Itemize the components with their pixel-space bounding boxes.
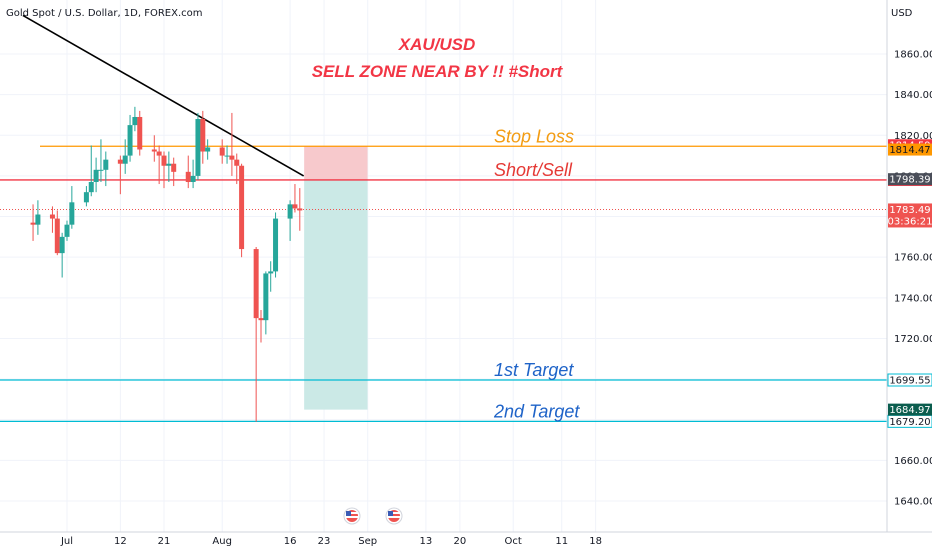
candle-body [83, 192, 89, 203]
candle-body [253, 249, 259, 319]
trendline[interactable] [22, 14, 305, 177]
candle-body [195, 119, 201, 176]
candle-body [117, 159, 123, 164]
x-tick-label: Sep [358, 536, 377, 547]
y-tick-label: 1820.00 [894, 131, 932, 142]
time-axis[interactable]: Jul 12 21 Aug 16 23 Sep 13 20 Oct 11 18 [60, 536, 602, 547]
axis-tag-current-bg [888, 203, 932, 228]
chart-subtitle: SELL ZONE NEAR BY !! #Short [312, 62, 564, 81]
x-tick-label: 20 [453, 536, 466, 547]
axis-tag-countdown: 03:36:21 [888, 216, 932, 227]
axis-tag-marker-bg [888, 403, 932, 416]
symbol-label: Gold Spot / U.S. Dollar, 1D, FOREX.com [6, 8, 203, 19]
candle-body [268, 271, 274, 274]
level-label-stop: Stop Loss [494, 126, 574, 146]
candle-body [49, 214, 55, 219]
y-tick-label: 1720.00 [894, 334, 932, 345]
candle-body [190, 175, 196, 183]
candle-body [297, 208, 303, 211]
axis-tag-marker: 1684.97 [889, 405, 930, 416]
axis-tag-marker: 1798.39 [889, 175, 930, 186]
profit-target-zone[interactable] [304, 179, 368, 410]
x-tick-label: Aug [212, 536, 232, 547]
candle-body [292, 204, 298, 209]
price-levels[interactable] [0, 145, 887, 423]
candle-body [59, 236, 65, 254]
x-tick-label: 18 [589, 536, 602, 547]
x-tick-label: 16 [284, 536, 297, 547]
candle-body [166, 163, 172, 166]
x-tick-label: 21 [158, 536, 171, 547]
currency-label: USD [891, 8, 913, 19]
x-tick-label: Jul [60, 536, 73, 547]
y-tick-label: 1840.00 [894, 90, 932, 101]
candle-body [35, 214, 41, 225]
candle-body [239, 165, 245, 250]
annotations: Stop Loss Short/Sell 1st Target 2nd Target [493, 126, 580, 421]
candle-body [64, 224, 70, 237]
x-tick-label: 12 [114, 536, 127, 547]
trendline-segment[interactable] [22, 14, 305, 177]
candle-body [122, 155, 128, 164]
y-tick-label: 1740.00 [894, 293, 932, 304]
candle-body [273, 218, 279, 272]
axis-tag-target-2: 1679.20 [889, 417, 930, 428]
candle-body [151, 149, 157, 152]
axis-tag-stop-2-bg [888, 143, 932, 156]
x-tick-label: 23 [318, 536, 331, 547]
candle-body [69, 202, 75, 225]
us-flag-event-icon[interactable] [385, 507, 403, 525]
axis-tag-target-1: 1699.55 [889, 376, 930, 387]
candle-body [205, 147, 211, 152]
y-tick-label: 1640.00 [894, 497, 932, 508]
position-zones[interactable] [304, 146, 368, 410]
level-label-entry: Short/Sell [494, 160, 573, 180]
candle-body [156, 151, 162, 156]
candle-body [161, 155, 167, 166]
level-label-target-2: 2nd Target [493, 401, 580, 421]
candle-body [127, 125, 133, 156]
candle-body [258, 318, 264, 321]
x-tick-label: 11 [555, 536, 568, 547]
axis-tag-stop-2: 1814.47 [889, 145, 930, 156]
candle-body [88, 182, 94, 193]
x-tick-label: Oct [505, 536, 522, 547]
candle-body [234, 159, 240, 166]
candle-body [30, 222, 36, 225]
axis-tag-current-price: 1783.49 [889, 205, 930, 216]
candle-body [224, 155, 230, 157]
candle-body [185, 171, 191, 183]
candle-body [200, 119, 206, 152]
axis-tag-target-1-bg [887, 373, 932, 387]
candles [30, 106, 303, 422]
us-flag-event-icon[interactable] [343, 507, 361, 525]
price-axis-markers: 1814.591814.471798.011699.551679.201798.… [887, 139, 932, 428]
candle-body [263, 273, 269, 321]
axis-tag-marker-bg [888, 173, 932, 186]
candle-body [132, 116, 138, 126]
candle-body [287, 204, 293, 219]
candle-body [171, 163, 177, 172]
price-axis-bg [887, 0, 932, 532]
chart-title: XAU/USD [398, 35, 476, 54]
candle-body [137, 116, 143, 150]
y-tick-label: 1760.00 [894, 253, 932, 264]
candle-body [98, 169, 104, 171]
level-label-target-1: 1st Target [494, 360, 574, 380]
stop-loss-zone[interactable] [304, 146, 368, 180]
candle-body [219, 147, 225, 156]
candle-body [103, 159, 109, 170]
y-tick-label: 1860.00 [894, 50, 932, 61]
x-tick-label: 13 [420, 536, 433, 547]
candle-body [229, 155, 235, 160]
candle-body [54, 218, 60, 254]
y-tick-label: 1660.00 [894, 456, 932, 467]
candle-body [93, 169, 99, 183]
